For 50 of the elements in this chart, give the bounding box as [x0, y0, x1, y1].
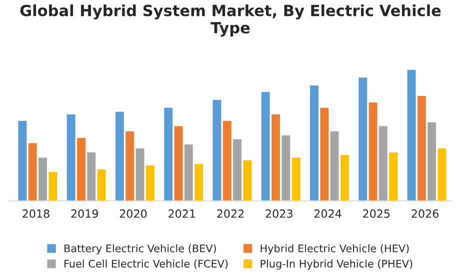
bar [212, 100, 222, 201]
bar [407, 70, 416, 201]
bar [76, 138, 86, 201]
x-tick-label: 2019 [71, 209, 98, 218]
x-tick-label: 2021 [168, 209, 195, 218]
bar [340, 154, 349, 201]
bar [243, 160, 252, 201]
bar [358, 78, 368, 201]
bar [330, 131, 339, 201]
x-tick-label: 2018 [22, 209, 50, 218]
bar [48, 172, 58, 201]
bar [368, 102, 378, 201]
bar [97, 169, 106, 201]
legend-label: Fuel Cell Electric Vehicle (FCEV) [64, 260, 228, 269]
bar [320, 108, 329, 201]
bar [164, 108, 173, 201]
bar [310, 85, 318, 201]
bar [272, 114, 280, 201]
bar [417, 96, 426, 201]
bar [282, 135, 290, 201]
bar [389, 152, 398, 201]
legend-label: Hybrid Electric Vehicle (HEV) [260, 244, 409, 254]
legend-label: Battery Electric Vehicle (BEV) [64, 244, 216, 254]
bar [146, 165, 154, 201]
bar [174, 126, 183, 201]
bar [292, 158, 300, 201]
bar [28, 143, 37, 201]
bar [18, 120, 27, 201]
bar [126, 131, 134, 201]
x-tick-label: 2024 [314, 209, 342, 218]
legend-label: Plug-In Hybrid Vehicle (PHEV) [260, 260, 412, 270]
x-tick-label: 2023 [266, 209, 292, 218]
x-tick-label: 2020 [120, 209, 147, 218]
bar [194, 164, 204, 201]
bar [222, 120, 232, 201]
bar [428, 122, 436, 201]
bar [184, 144, 193, 201]
bar [261, 92, 270, 201]
x-tick-label: 2026 [412, 209, 438, 218]
x-tick-label: 2022 [217, 209, 244, 218]
bar [38, 158, 47, 201]
bar [87, 152, 96, 201]
bar [115, 112, 124, 201]
chart-title: Global Hybrid System Market, By Electric Vehicle Type [20, 4, 441, 37]
bar [233, 139, 242, 201]
bar [136, 148, 144, 201]
bar [378, 126, 388, 201]
x-tick-label: 2025 [363, 209, 390, 218]
bar [66, 114, 76, 201]
bar [438, 148, 446, 201]
